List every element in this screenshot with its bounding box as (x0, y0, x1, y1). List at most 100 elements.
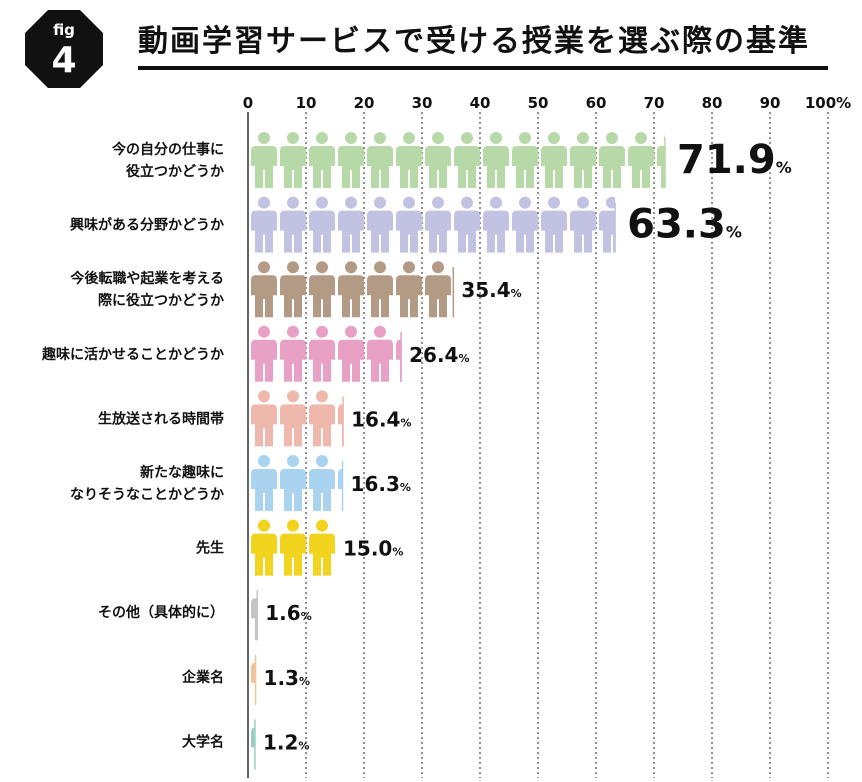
value-unit: % (776, 158, 792, 177)
value-unit: % (726, 223, 742, 242)
fig-label: fig (53, 21, 75, 39)
person-body (280, 404, 306, 447)
person-body (657, 146, 666, 188)
person-body (396, 275, 422, 318)
person-head (606, 196, 616, 209)
tick-label: 0 (243, 94, 253, 112)
person-head (258, 196, 270, 209)
person-body (396, 146, 422, 188)
person-head (258, 519, 270, 532)
category-label: 新たな趣味に (140, 464, 224, 481)
person-body (251, 598, 258, 641)
pictogram-bar (251, 713, 270, 748)
person-head (345, 455, 357, 467)
person-head (287, 390, 299, 403)
fig-badge: fig 4 (25, 10, 103, 88)
category-label: 今の自分の仕事に (111, 141, 224, 158)
person-body (628, 146, 654, 188)
category-label: なりそうなことかどうか (70, 487, 224, 503)
person-body (483, 146, 509, 188)
person-body (280, 533, 306, 576)
person-head (432, 261, 444, 274)
tick-label: 30 (412, 94, 433, 112)
tick-label: 80 (702, 94, 723, 112)
person-body (425, 146, 451, 188)
value-unit: % (298, 739, 309, 752)
person-body (251, 727, 255, 748)
person-body (599, 210, 616, 253)
person-head (345, 325, 357, 338)
person-body (338, 146, 364, 188)
person-body (512, 210, 538, 253)
person-head (490, 132, 502, 144)
person-body (251, 210, 277, 253)
tick-label: 10 (296, 94, 317, 112)
person-body (541, 210, 567, 253)
value-unit: % (299, 675, 310, 688)
person-body (309, 275, 335, 318)
person-body (367, 146, 393, 188)
person-body (599, 146, 625, 188)
person-body (425, 275, 451, 318)
value-label: 1.3% (264, 666, 310, 690)
pictogram-bar (251, 662, 256, 705)
person-body (338, 275, 364, 318)
person-body (512, 146, 538, 188)
person-body (367, 210, 393, 253)
value-label: 26.4% (409, 343, 469, 367)
person-body (251, 146, 277, 188)
person-head (635, 132, 647, 144)
person-body (338, 339, 364, 382)
person-body (367, 275, 393, 318)
person-head (287, 261, 299, 274)
person-body (454, 146, 480, 188)
value-label: 15.0% (343, 537, 403, 561)
person-head (287, 325, 299, 338)
person-head (287, 196, 299, 209)
person-body (251, 533, 277, 576)
value-label: 35.4% (461, 278, 521, 302)
pictogram-bar (251, 519, 335, 576)
person-head (548, 196, 560, 209)
badge-octagon (25, 10, 103, 88)
person-body (483, 210, 509, 253)
person-body (309, 533, 335, 576)
person-body (309, 146, 335, 188)
category-label: 先生 (196, 540, 224, 557)
person-body (570, 146, 596, 188)
person-head (258, 713, 270, 725)
person-body (280, 146, 306, 188)
person-head (316, 132, 328, 144)
value-unit: % (301, 610, 312, 623)
tick-label: 70 (644, 94, 665, 112)
person-head (345, 390, 357, 402)
person-head (258, 325, 270, 338)
person-head (403, 326, 415, 338)
person-head (287, 519, 299, 532)
value-label: 16.4% (351, 407, 411, 431)
pictogram-bar (251, 261, 473, 318)
person-head (374, 325, 386, 338)
person-head (287, 455, 299, 467)
person-head (403, 261, 415, 274)
person-body (338, 210, 364, 253)
person-head (548, 132, 560, 144)
person-body (251, 469, 277, 511)
person-head (258, 132, 270, 144)
category-label: 今後転職や起業を考える (69, 270, 224, 287)
person-head (316, 325, 328, 338)
person-body (309, 339, 335, 382)
person-head (316, 261, 328, 274)
person-head (258, 390, 270, 403)
category-label: その他（具体的に） (98, 604, 224, 621)
person-body (396, 339, 402, 382)
page-title: 動画学習サービスで受ける授業を選ぶ際の基準 (138, 24, 810, 59)
pictogram-bar (251, 598, 258, 641)
person-head (316, 196, 328, 209)
person-body (280, 469, 306, 511)
person-head (461, 196, 473, 209)
person-head (461, 132, 473, 144)
person-body (396, 210, 422, 253)
person-head (461, 261, 473, 273)
